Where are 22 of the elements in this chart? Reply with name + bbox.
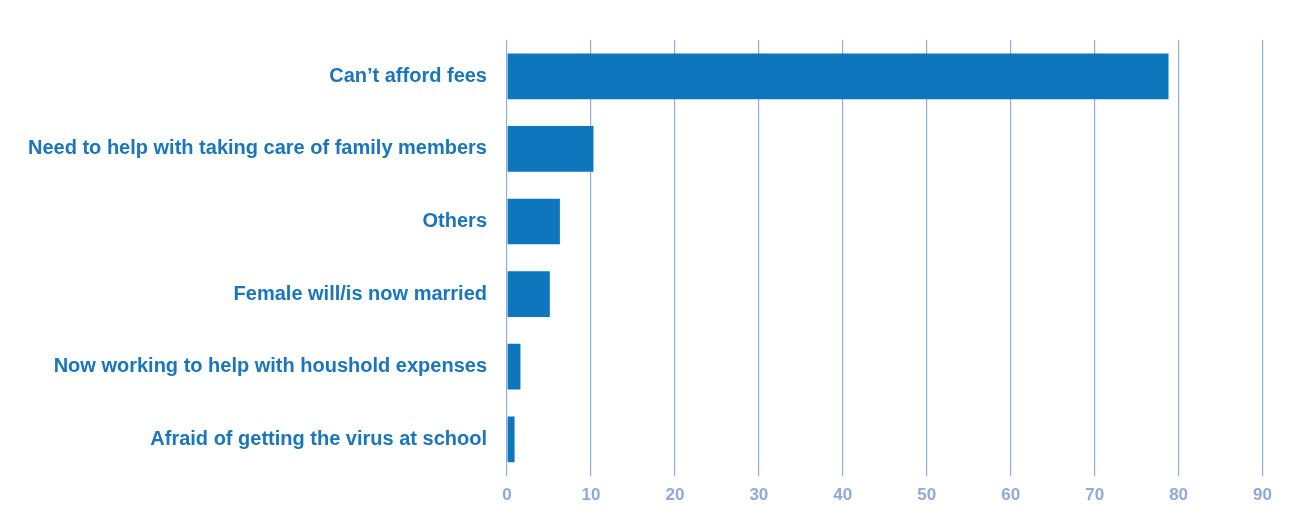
bar bbox=[507, 53, 1169, 100]
y-tick-label: Afraid of getting the virus at school bbox=[150, 426, 487, 449]
x-tick-label: 70 bbox=[1085, 485, 1105, 505]
x-tick-label: 90 bbox=[1253, 485, 1273, 505]
x-tick-label: 10 bbox=[581, 485, 601, 505]
y-tick-label: Can’t afford fees bbox=[329, 63, 487, 86]
x-tick-label: 0 bbox=[502, 485, 512, 505]
x-tick-label: 30 bbox=[749, 485, 769, 505]
bar bbox=[507, 126, 594, 172]
bar bbox=[507, 271, 550, 317]
x-tick-label: 20 bbox=[665, 485, 685, 505]
x-tick-label: 80 bbox=[1169, 485, 1189, 505]
bar bbox=[507, 198, 560, 245]
y-tick-label: Others bbox=[422, 209, 487, 232]
x-tick-label: 40 bbox=[833, 485, 853, 505]
y-tick-label: Now working to help with houshold expenses bbox=[53, 354, 487, 377]
y-tick-label: Need to help with taking care of family members bbox=[27, 136, 487, 159]
x-tick-label: 50 bbox=[917, 485, 937, 505]
y-tick-label: Female will/is now married bbox=[233, 281, 487, 304]
x-tick-label: 60 bbox=[1001, 485, 1021, 505]
bar bbox=[507, 416, 515, 463]
bar bbox=[507, 343, 521, 390]
